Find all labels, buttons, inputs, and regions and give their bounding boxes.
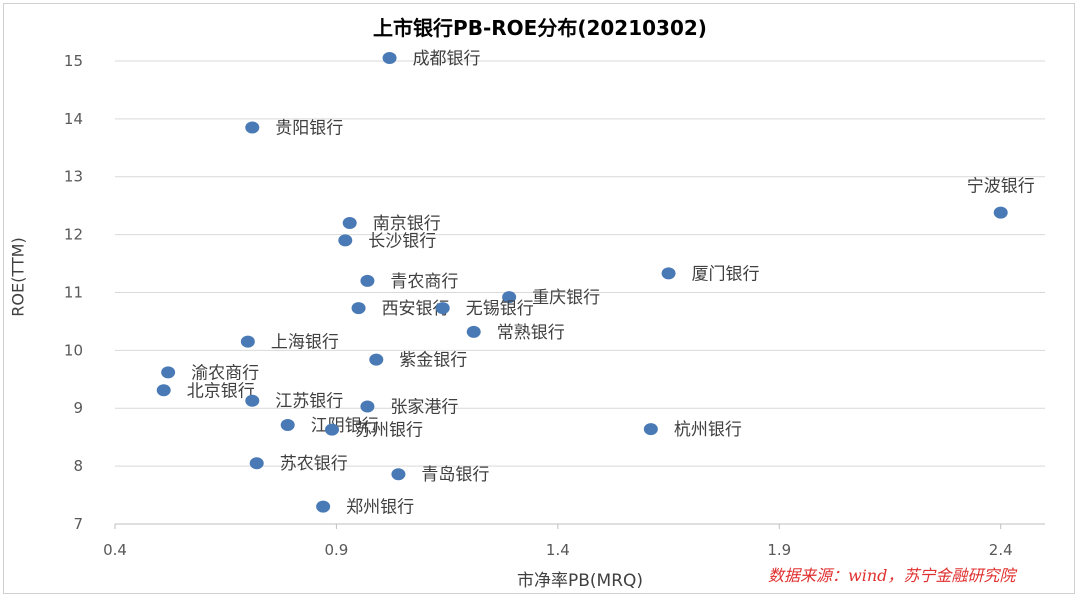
y-tick-label: 13 xyxy=(64,168,83,186)
y-tick-label: 10 xyxy=(64,341,83,359)
data-point xyxy=(245,394,260,407)
data-point xyxy=(369,353,384,366)
data-label: 紫金银行 xyxy=(399,351,467,371)
data-point xyxy=(240,335,255,348)
source-note: 数据来源：wind，苏宁金融研究院 xyxy=(768,566,1016,585)
data-point xyxy=(280,419,295,432)
data-label: 苏农银行 xyxy=(280,454,348,474)
data-point xyxy=(325,423,339,436)
data-label: 宁波银行 xyxy=(967,177,1035,197)
data-label: 贵阳银行 xyxy=(275,119,343,139)
data-label: 江苏银行 xyxy=(275,392,343,412)
chart-title: 上市银行PB-ROE分布(20210302) xyxy=(373,16,707,40)
y-tick-label: 12 xyxy=(64,226,83,244)
x-axis-label: 市净率PB(MRQ) xyxy=(516,571,644,591)
data-point xyxy=(161,366,176,379)
data-point xyxy=(502,291,517,304)
data-label: 厦门银行 xyxy=(692,264,760,284)
data-point xyxy=(342,217,357,230)
x-tick-label: 1.9 xyxy=(767,541,791,559)
data-label: 杭州银行 xyxy=(674,420,742,440)
data-label: 郑州银行 xyxy=(346,498,414,518)
x-tick-label: 0.9 xyxy=(324,541,348,559)
data-label: 青农商行 xyxy=(390,272,458,292)
data-label: 西安银行 xyxy=(382,299,450,319)
data-point xyxy=(382,52,397,65)
data-point xyxy=(661,267,676,280)
data-label: 上海银行 xyxy=(271,333,339,353)
data-point xyxy=(391,468,406,481)
data-label: 成都银行 xyxy=(413,49,481,69)
data-label: 南京银行 xyxy=(373,214,441,234)
data-point xyxy=(156,384,171,397)
data-label: 北京银行 xyxy=(187,381,255,401)
x-tick-label: 2.4 xyxy=(989,541,1013,559)
data-label: 重庆银行 xyxy=(532,288,600,308)
y-tick-label: 11 xyxy=(64,283,83,301)
data-label: 渝农商行 xyxy=(191,363,259,383)
data-label: 长沙银行 xyxy=(368,231,436,251)
y-tick-label: 15 xyxy=(64,52,83,70)
data-point xyxy=(249,457,264,470)
data-point xyxy=(338,234,353,247)
y-tick-label: 7 xyxy=(73,515,83,533)
x-tick-label: 1.4 xyxy=(546,541,570,559)
y-tick-label: 8 xyxy=(73,457,83,475)
y-tick-label: 14 xyxy=(64,110,83,128)
x-tick-label: 0.4 xyxy=(103,541,127,559)
data-point xyxy=(435,302,450,315)
data-point xyxy=(351,302,366,315)
data-point xyxy=(993,206,1008,219)
data-label: 青岛银行 xyxy=(421,465,489,485)
data-label: 无锡银行 xyxy=(466,299,534,319)
data-point xyxy=(466,325,481,338)
data-point xyxy=(360,274,375,287)
data-point xyxy=(643,423,658,436)
data-label: 苏州银行 xyxy=(355,421,423,441)
data-point xyxy=(245,121,260,134)
data-label: 张家港行 xyxy=(390,397,458,417)
data-point xyxy=(360,400,375,413)
data-label: 常熟银行 xyxy=(497,322,565,343)
data-point xyxy=(316,500,331,513)
chart-frame xyxy=(3,3,1075,594)
y-tick-label: 9 xyxy=(73,399,83,417)
